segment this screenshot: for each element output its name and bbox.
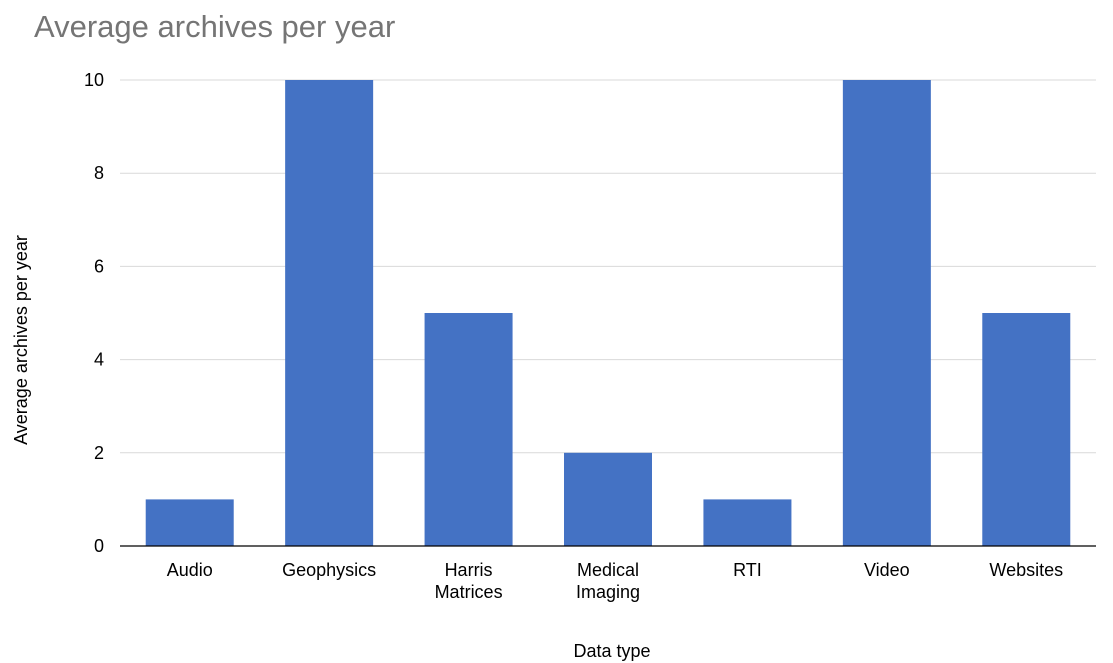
x-category-label: Medical <box>577 560 639 580</box>
y-tick-label: 10 <box>84 70 104 90</box>
x-category-label: Websites <box>989 560 1063 580</box>
bar <box>285 80 374 546</box>
bar <box>424 313 513 546</box>
bar <box>564 452 652 546</box>
x-category-label: Imaging <box>576 582 640 602</box>
bar <box>145 499 234 546</box>
y-tick-label: 2 <box>94 443 104 463</box>
bar <box>842 80 931 546</box>
y-tick-label: 6 <box>94 256 104 276</box>
y-tick-label: 4 <box>94 350 104 370</box>
bar <box>703 499 792 546</box>
x-category-label: Audio <box>167 560 213 580</box>
bars <box>145 80 1071 546</box>
chart-title: Average archives per year <box>34 9 395 44</box>
x-axis-title: Data type <box>573 641 650 661</box>
x-category-label: Geophysics <box>282 560 376 580</box>
y-axis-ticks: 0 2 4 6 8 10 <box>84 70 104 556</box>
y-axis-title: Average archives per year <box>11 235 31 445</box>
x-category-label: Harris <box>445 560 493 580</box>
x-category-label: Matrices <box>435 582 503 602</box>
gridlines <box>120 79 1096 454</box>
x-category-label: RTI <box>733 560 762 580</box>
bar <box>982 313 1071 546</box>
y-tick-label: 0 <box>94 536 104 556</box>
x-category-label: Video <box>864 560 910 580</box>
y-tick-label: 8 <box>94 163 104 183</box>
